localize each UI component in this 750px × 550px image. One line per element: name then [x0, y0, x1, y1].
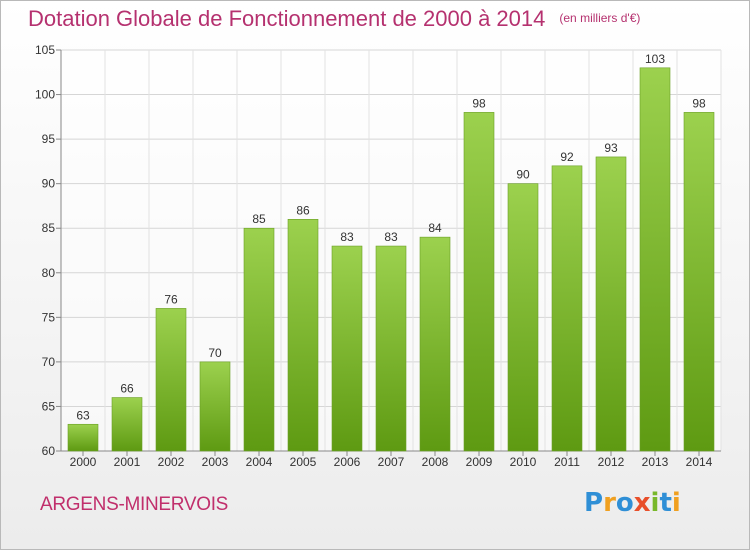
- chart-title: Dotation Globale de Fonctionnement de 20…: [28, 6, 640, 32]
- x-tick-label: 2002: [158, 455, 185, 469]
- bars: [67, 67, 715, 452]
- bar: [683, 112, 715, 452]
- x-tick-label: 2010: [510, 455, 537, 469]
- logo-letter: P: [584, 488, 604, 518]
- x-tick-label: 2011: [554, 455, 580, 469]
- x-tick-label: 2014: [686, 455, 713, 469]
- place-name: ARGENS-MINERVOIS: [40, 494, 229, 515]
- value-label: 98: [472, 96, 486, 110]
- y-tick-label: 80: [42, 266, 56, 280]
- logo-letter: t: [659, 488, 672, 518]
- x-tick-label: 2012: [598, 455, 625, 469]
- value-label: 86: [296, 203, 310, 217]
- bar: [551, 165, 583, 452]
- bar: [463, 112, 495, 452]
- x-tick-label: 2007: [378, 455, 405, 469]
- y-tick-label: 75: [42, 310, 56, 324]
- y-tick-label: 105: [35, 43, 55, 57]
- bar: [155, 308, 187, 452]
- value-label: 84: [428, 221, 442, 235]
- logo-letter: i: [650, 488, 660, 518]
- x-tick-label: 2005: [290, 455, 317, 469]
- y-tick-label: 85: [42, 221, 56, 235]
- x-tick-label: 2009: [466, 455, 493, 469]
- value-labels: 63 66 76 70 85 86 83 83 84 98 90 92 93 103 98: [76, 52, 706, 422]
- y-tick-label: 95: [42, 132, 56, 146]
- value-label: 93: [604, 141, 618, 155]
- bar: [639, 67, 671, 452]
- value-label: 76: [164, 292, 178, 306]
- x-tick-label: 2004: [246, 455, 273, 469]
- bar: [243, 227, 275, 452]
- y-tick-label: 65: [42, 399, 56, 413]
- bar: [507, 183, 539, 452]
- x-tick-label: 2006: [334, 455, 361, 469]
- value-label: 85: [252, 212, 266, 226]
- bar: [419, 236, 451, 452]
- x-tick-label: 2008: [422, 455, 449, 469]
- value-label: 66: [120, 382, 134, 396]
- y-tick-label: 90: [42, 177, 56, 191]
- bar: [111, 397, 143, 452]
- bar: [375, 245, 407, 452]
- bar: [67, 423, 99, 452]
- logo-letter: i: [671, 488, 681, 518]
- value-label: 98: [692, 96, 706, 110]
- x-tick-label: 2000: [70, 455, 97, 469]
- proxiti-logo: Proxiti: [584, 488, 681, 518]
- bar: [199, 361, 231, 452]
- y-tick-label: 70: [42, 355, 56, 369]
- value-label: 83: [384, 230, 398, 244]
- logo-letter: x: [633, 488, 651, 518]
- bar: [595, 156, 627, 452]
- value-label: 63: [76, 408, 90, 422]
- bar: [287, 219, 319, 452]
- bar: [331, 245, 363, 452]
- y-tick-label: 60: [42, 444, 56, 458]
- axes: 60 65 70 75 80 85 90 95 100 105 2000 2001 2002 2003 20…: [35, 43, 721, 469]
- chart-unit: (en milliers d'€): [559, 11, 641, 25]
- chart-title-text: Dotation Globale de Fonctionnement de 20…: [28, 6, 546, 31]
- value-label: 70: [208, 346, 222, 360]
- x-tick-label: 2001: [114, 455, 141, 469]
- value-label: 90: [516, 168, 530, 182]
- value-label: 83: [340, 230, 354, 244]
- x-tick-label: 2013: [642, 455, 669, 469]
- logo-letter: o: [615, 488, 634, 518]
- y-tick-label: 100: [35, 88, 55, 102]
- x-tick-label: 2003: [202, 455, 229, 469]
- logo-letter: r: [603, 488, 616, 518]
- value-label: 92: [560, 150, 574, 164]
- value-label: 103: [645, 52, 665, 66]
